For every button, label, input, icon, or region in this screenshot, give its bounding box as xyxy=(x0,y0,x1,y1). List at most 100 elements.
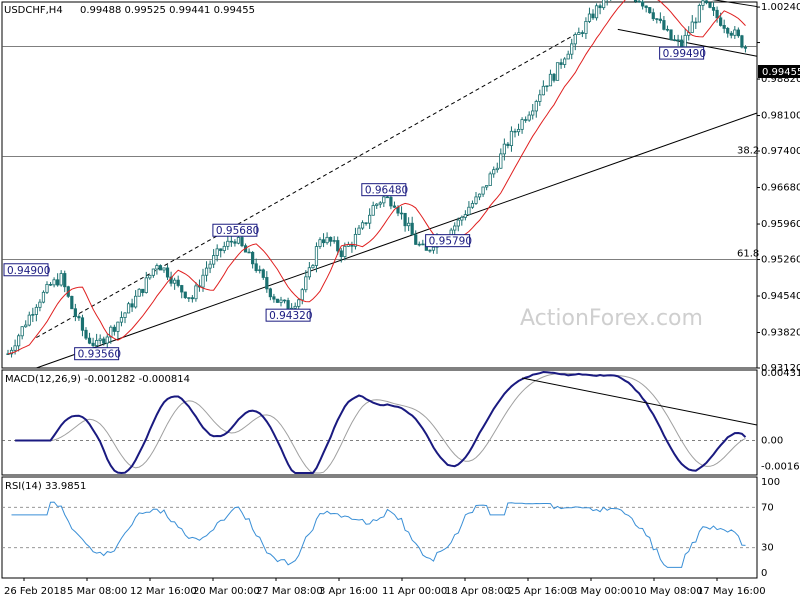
candle-body xyxy=(173,279,177,284)
x-tick-label: 18 Apr 08:00 xyxy=(445,586,510,597)
candle-body xyxy=(116,321,120,332)
candle-body xyxy=(20,326,24,337)
candle-body xyxy=(321,239,326,244)
candle-body xyxy=(697,4,701,23)
candle-body xyxy=(87,337,92,344)
candle-body xyxy=(212,255,216,265)
price-badge xyxy=(758,65,800,78)
candle-body xyxy=(364,222,368,224)
candle-body xyxy=(293,305,297,309)
candle-body xyxy=(80,317,85,331)
candle-body xyxy=(513,130,517,133)
y-axis: 1.00240 0.98820 0.98100 0.97400 0.96680 0.959… xyxy=(757,2,800,579)
candle-body xyxy=(421,243,425,246)
candle-body xyxy=(45,283,49,293)
panel-frame-1 xyxy=(1,369,758,476)
candle-body xyxy=(41,291,46,303)
candle-body xyxy=(176,279,180,286)
annotation-box xyxy=(361,183,407,197)
y-tick-label: 0.96680 xyxy=(761,183,800,194)
candle-body xyxy=(34,306,38,315)
candle-body xyxy=(509,130,514,147)
candle-body xyxy=(570,43,574,55)
candle-body xyxy=(151,268,155,276)
trend-lines xyxy=(36,0,758,369)
candle-body xyxy=(56,279,60,286)
candle-body xyxy=(648,7,652,14)
candle-body xyxy=(13,345,17,351)
candle-body xyxy=(109,326,113,338)
candle-body xyxy=(17,335,21,347)
annotation-box xyxy=(3,263,49,277)
candle-body xyxy=(155,265,159,270)
candle-body xyxy=(48,283,53,286)
panel-frame-2 xyxy=(1,476,758,579)
moving-average-line xyxy=(7,0,746,355)
candle-body xyxy=(516,128,521,133)
candle-body xyxy=(343,245,347,258)
candle-body xyxy=(148,274,152,279)
y-tick-label: 0.95960 xyxy=(761,219,800,230)
candle-body xyxy=(339,250,343,258)
x-tick-label: 17 May 16:00 xyxy=(697,586,766,597)
x-tick-label: 12 Mar 16:00 xyxy=(130,586,197,597)
candle-body xyxy=(307,267,311,278)
annotation-label: 0.96480 xyxy=(365,185,408,197)
candle-body xyxy=(733,29,737,36)
candle-body xyxy=(371,205,375,216)
candle-body xyxy=(162,267,166,271)
candle-body xyxy=(275,298,280,303)
candle-body xyxy=(126,303,131,314)
candle-body xyxy=(524,119,528,121)
panel-frame-0 xyxy=(1,1,758,369)
candle-body xyxy=(651,12,655,20)
annotation-box xyxy=(659,46,705,60)
x-tick-label: 26 Feb 2018 xyxy=(4,586,66,597)
candle-body xyxy=(704,0,709,4)
price-annotation: 0.95680 xyxy=(212,223,259,237)
candle-body xyxy=(137,288,141,297)
candle-body xyxy=(694,21,698,24)
candlestick-series xyxy=(6,0,748,358)
candle-body xyxy=(729,32,733,36)
candle-body xyxy=(527,114,531,121)
candle-body xyxy=(368,214,372,224)
candle-body xyxy=(502,143,506,155)
candle-body xyxy=(392,205,397,208)
candle-body xyxy=(336,240,340,252)
candle-body xyxy=(740,35,744,48)
candle-body xyxy=(403,212,407,227)
candle-body xyxy=(410,222,414,236)
rsi-line xyxy=(11,501,746,568)
candle-body xyxy=(736,29,740,37)
chart-header-symbol: USDCHF,H4 xyxy=(4,5,63,16)
candle-body xyxy=(577,32,581,35)
candle-body xyxy=(722,25,726,29)
candle-body xyxy=(353,233,358,247)
channel-lower-line xyxy=(617,28,758,57)
x-tick-label: 25 Apr 16:00 xyxy=(508,586,573,597)
candle-body xyxy=(38,301,42,308)
annotation-box xyxy=(74,347,120,361)
rsi-y-tick-label: 100 xyxy=(761,477,780,488)
candle-body xyxy=(311,265,315,269)
candle-body xyxy=(112,326,116,332)
candle-body xyxy=(566,53,570,60)
candle-body xyxy=(580,32,584,34)
candle-body xyxy=(77,316,81,319)
candle-body xyxy=(183,291,187,299)
candle-body xyxy=(470,203,475,208)
candle-body xyxy=(144,277,148,293)
candle-body xyxy=(641,1,645,7)
candle-body xyxy=(261,269,265,278)
rsi-y-tick-label: 30 xyxy=(761,543,774,554)
candle-body xyxy=(378,202,382,205)
candle-body xyxy=(417,243,421,246)
candle-body xyxy=(382,196,386,204)
macd-panel: MACD(12,26,9) -0.001282 -0.000814 xyxy=(2,370,758,475)
candle-body xyxy=(719,17,723,26)
candle-body xyxy=(477,193,482,198)
candle-body xyxy=(165,267,170,278)
annotation-label: 0.94320 xyxy=(269,310,312,322)
candle-body xyxy=(70,295,74,310)
